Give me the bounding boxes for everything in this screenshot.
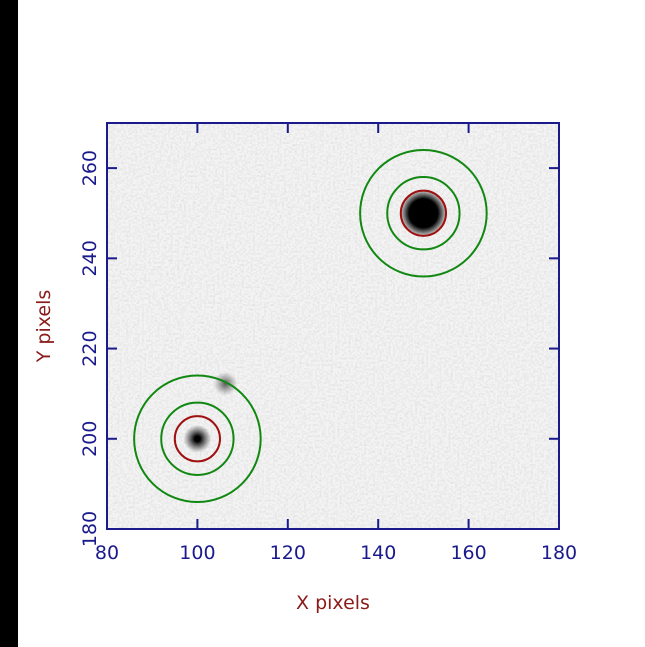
x-tick-label: 180 [541,542,577,564]
plot-frame [106,122,560,530]
y-tick-label: 260 [79,150,101,186]
image-background [107,123,559,529]
star-blob [213,371,238,396]
x-axis-title: X pixels [296,592,370,614]
aperture-circle [173,415,221,463]
x-tick-label: 100 [179,542,215,564]
aperture-circle [160,401,235,476]
star-blob [183,424,212,453]
y-tick-label: 240 [79,240,101,276]
aperture-circle [386,176,461,251]
x-tick-label: 160 [450,542,486,564]
side-bar [0,0,18,647]
aperture-circle [133,374,262,504]
x-tick-label: 140 [360,542,396,564]
y-tick-label: 200 [79,421,101,457]
y-axis-title: Y pixels [33,290,55,364]
image-layer [183,189,448,453]
y-tick-label: 180 [79,511,101,547]
x-tick-label: 120 [270,542,306,564]
aperture-circle [399,189,447,237]
aperture-circle [359,148,488,278]
x-tick-label: 80 [95,542,119,564]
y-tick-label: 220 [79,330,101,366]
star-blob [399,189,448,238]
